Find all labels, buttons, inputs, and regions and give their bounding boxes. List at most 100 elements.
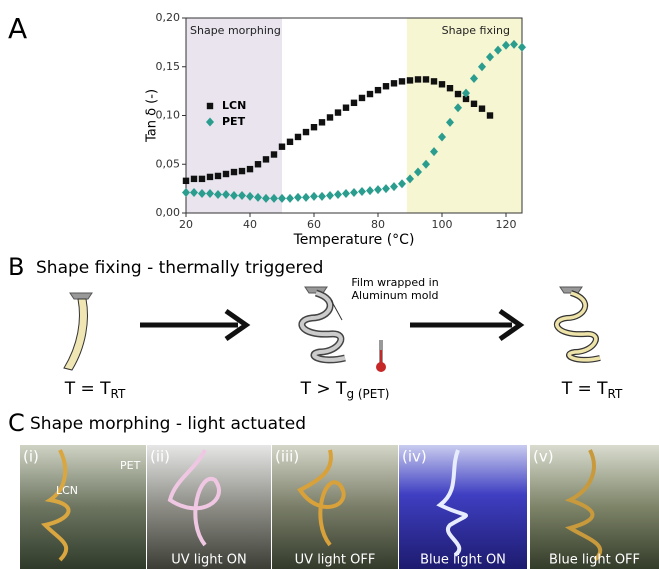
x-tick-label: 60 [307, 218, 321, 231]
state-label: T = TRT [64, 379, 126, 401]
photo: (v) Blue light OFF [530, 445, 659, 569]
photo-caption: Blue light ON [420, 553, 506, 568]
data-point [407, 77, 413, 83]
photo-annotation: PET [120, 459, 141, 472]
state-label: T > Tg (PET) [300, 379, 390, 401]
photo-caption: UV light ON [171, 553, 246, 568]
photo-label: (i) [23, 448, 39, 466]
photo-label: (v) [533, 448, 554, 466]
panel-label: A [8, 12, 27, 45]
data-point [302, 193, 310, 202]
data-point [231, 169, 237, 175]
panel-title: Shape fixing - thermally triggered [36, 258, 323, 278]
legend-label: PET [222, 115, 246, 128]
panel-label: C [8, 409, 25, 437]
panel-title: Shape morphing - light actuated [30, 414, 306, 434]
y-tick-label: 0,15 [156, 60, 181, 73]
data-point [183, 178, 189, 184]
photo-caption: Blue light OFF [549, 553, 640, 568]
photo-label: (ii) [150, 448, 170, 466]
data-point [310, 192, 318, 201]
region-label: Shape fixing [442, 24, 510, 37]
data-point [247, 166, 253, 172]
data-point [399, 78, 405, 84]
data-point [358, 187, 366, 196]
data-point [439, 81, 445, 87]
data-point [350, 188, 358, 197]
data-point [383, 83, 389, 89]
data-point [319, 119, 325, 125]
data-point [375, 87, 381, 93]
photo-label: (iii) [275, 448, 299, 466]
data-point [334, 190, 342, 199]
data-point [391, 80, 397, 86]
panel-b-drawings [64, 287, 600, 372]
state-main: T = T [561, 379, 608, 399]
x-tick-label: 100 [432, 218, 453, 231]
data-point [326, 191, 334, 200]
data-point [239, 168, 245, 174]
y-tick-label: 0,00 [156, 206, 181, 219]
photo-annotation: LCN [56, 484, 78, 497]
x-tick-label: 80 [371, 218, 385, 231]
data-point [295, 134, 301, 140]
state-label: T = TRT [561, 379, 623, 401]
data-point [390, 182, 398, 191]
chart: Shape morphing Shape fixing 20 40 60 80 100 120… [145, 11, 527, 248]
data-point [398, 179, 406, 188]
state-sub: RT [111, 387, 126, 401]
data-point [215, 173, 221, 179]
data-point [382, 184, 390, 193]
state-main: T = T [64, 379, 111, 399]
data-point [255, 161, 261, 167]
x-tick-label: 20 [179, 218, 193, 231]
data-point [223, 171, 229, 177]
data-point [471, 101, 477, 107]
data-point [374, 185, 382, 194]
y-tick-label: 0,20 [156, 11, 181, 24]
legend-label: LCN [222, 99, 246, 112]
data-point [447, 85, 453, 91]
data-point [271, 151, 277, 157]
data-point [327, 114, 333, 120]
y-tick-label: 0,05 [156, 157, 181, 170]
data-point [366, 186, 374, 195]
data-point [431, 78, 437, 84]
data-point [351, 100, 357, 106]
data-point [367, 91, 373, 97]
annotation: Film wrapped in [351, 276, 438, 289]
data-point [318, 192, 326, 201]
data-point [191, 176, 197, 182]
data-point [303, 129, 309, 135]
state-sub: RT [608, 387, 623, 401]
data-point [342, 189, 350, 198]
photo: (ii) UV light ON [147, 445, 271, 569]
state-sub: g (PET) [346, 387, 389, 401]
y-axis-label: Tan δ (-) [145, 89, 160, 143]
data-point [279, 144, 285, 150]
photo: (iv) Blue light ON [399, 445, 527, 569]
data-point [199, 176, 205, 182]
panel-label: B [8, 253, 24, 281]
x-tick-label: 120 [496, 218, 517, 231]
data-point [294, 193, 302, 202]
data-point [359, 95, 365, 101]
photo: (i) LCN PET [20, 445, 146, 569]
photo-label: (iv) [402, 448, 427, 466]
data-point [287, 139, 293, 145]
data-point [479, 105, 485, 111]
x-axis-label: Temperature (°C) [293, 232, 415, 248]
data-point [286, 194, 294, 203]
data-point [455, 91, 461, 97]
legend-marker [207, 103, 213, 109]
data-point [335, 109, 341, 115]
region-label: Shape morphing [190, 24, 281, 37]
photo-caption: UV light OFF [295, 553, 376, 568]
data-point [263, 156, 269, 162]
data-point [311, 124, 317, 130]
data-point [415, 76, 421, 82]
x-tick-label: 40 [243, 218, 257, 231]
figure: A B Shape fixing - thermally triggered C… [0, 0, 659, 569]
data-point [423, 76, 429, 82]
data-point [343, 105, 349, 111]
